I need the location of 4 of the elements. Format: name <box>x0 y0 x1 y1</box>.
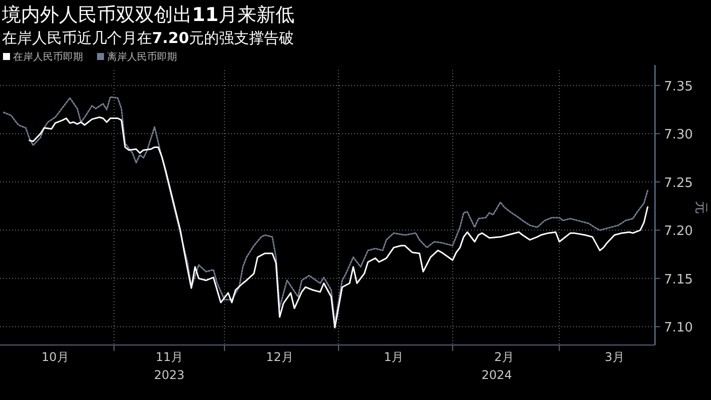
annotation: 2023 <box>154 368 185 382</box>
annotation: 2024 <box>482 368 512 382</box>
subtitle: 在岸人民币近几个月在7.20元的强支撑告破 <box>2 29 294 47</box>
ylabel: 元 <box>693 201 708 214</box>
